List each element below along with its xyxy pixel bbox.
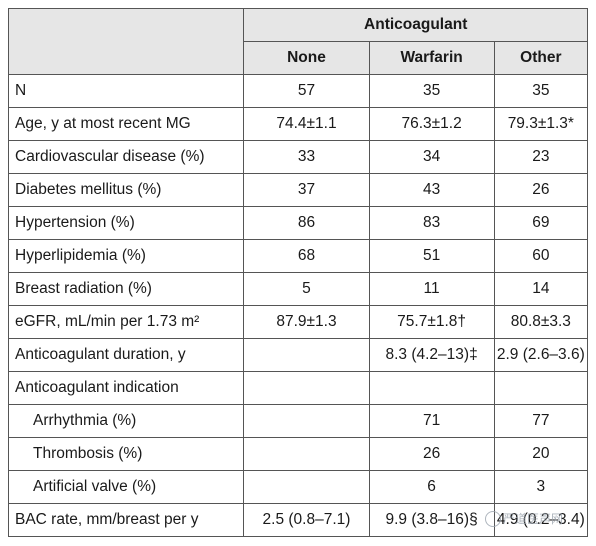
cell-other: 20 [493,437,589,471]
table-row: Breast radiation (%) 5 11 14 [7,272,589,306]
cell-none [243,338,370,372]
cell-none [243,470,370,504]
table-row: Thrombosis (%) 26 20 [7,437,589,471]
cell-warfarin: 43 [368,173,495,207]
group-header-row: Anticoagulant [7,8,588,75]
cell-none: 87.9±1.3 [243,305,370,339]
group-header: Anticoagulant [243,8,588,42]
corner-cell [7,8,245,75]
cell-none: 2.5 (0.8–7.1) [243,503,370,537]
wechat-icon [485,510,501,527]
data-table: Anticoagulant None Warfarin Other N 57 3… [7,8,589,537]
table-container: Anticoagulant None Warfarin Other N 57 3… [7,8,589,537]
cell-none [243,404,370,438]
cell-warfarin: 6 [368,470,495,504]
table-row: N 57 35 35 [7,74,589,108]
row-label: Anticoagulant duration, y [7,338,245,372]
cell-warfarin: 83 [368,206,495,240]
cell-other: 77 [493,404,589,438]
cell-other: 80.8±3.3 [493,305,589,339]
table-row: BAC rate, mm/breast per y 2.5 (0.8–7.1) … [7,503,589,537]
cell-warfarin: 76.3±1.2 [368,107,495,141]
table-body: N 57 35 35 Age, y at most recent MG 74.4… [7,74,589,537]
cell-warfarin: 8.3 (4.2–13)‡ [368,338,495,372]
column-header-row: None Warfarin Other [9,41,589,75]
cell-other: 23 [493,140,589,174]
table-row: Hypertension (%) 86 83 69 [7,206,589,240]
cell-other: 26 [493,173,589,207]
cell-other: 69 [493,206,589,240]
column-header-other: Other [493,41,589,75]
table-row: Artificial valve (%) 6 3 [7,470,589,504]
cell-warfarin: 9.9 (3.8–16)§ [368,503,495,537]
cell-other: 14 [493,272,589,306]
cell-none: 33 [243,140,370,174]
row-label: eGFR, mL/min per 1.73 m² [7,305,245,339]
table-row: Hyperlipidemia (%) 68 51 60 [7,239,589,273]
cell-warfarin [368,371,495,405]
cell-warfarin: 75.7±1.8† [368,305,495,339]
row-label: N [7,74,245,108]
cell-none: 68 [243,239,370,273]
table-row: eGFR, mL/min per 1.73 m² 87.9±1.3 75.7±1… [7,305,589,339]
cell-other: 79.3±1.3* [493,107,589,141]
watermark-text: 严道医声网 [503,512,564,526]
row-label: BAC rate, mm/breast per y [7,503,245,537]
row-label: Cardiovascular disease (%) [7,140,245,174]
row-label: Thrombosis (%) [7,437,245,471]
cell-warfarin: 34 [368,140,495,174]
cell-none [243,371,370,405]
cell-warfarin: 11 [368,272,495,306]
row-label: Age, y at most recent MG [7,107,245,141]
table-row: Arrhythmia (%) 71 77 [7,404,589,438]
cell-other: 35 [493,74,589,108]
cell-other: 3 [493,470,589,504]
row-label: Hyperlipidemia (%) [7,239,245,273]
row-label: Breast radiation (%) [7,272,245,306]
column-header-warfarin: Warfarin [368,41,495,75]
table-row: Cardiovascular disease (%) 33 34 23 [7,140,589,174]
cell-other: 4.9 (0.2–3.4) [493,503,589,537]
cell-none: 37 [243,173,370,207]
row-label: Anticoagulant indication [7,371,245,405]
cell-other: 2.9 (2.6–3.6) [493,338,589,372]
row-label: Artificial valve (%) [7,470,245,504]
cell-none: 74.4±1.1 [243,107,370,141]
cell-warfarin: 26 [368,437,495,471]
row-label: Hypertension (%) [7,206,245,240]
watermark: 严道医声网 [485,510,563,527]
cell-warfarin: 71 [368,404,495,438]
cell-none: 57 [243,74,370,108]
cell-none: 86 [243,206,370,240]
cell-none [243,437,370,471]
table-row: Age, y at most recent MG 74.4±1.1 76.3±1… [7,107,589,141]
column-header-none: None [243,41,370,75]
cell-warfarin: 35 [368,74,495,108]
cell-warfarin: 51 [368,239,495,273]
table-row: Anticoagulant duration, y 8.3 (4.2–13)‡ … [7,338,589,372]
row-label: Arrhythmia (%) [7,404,245,438]
cell-other: 60 [493,239,589,273]
cell-none: 5 [243,272,370,306]
table-row: Diabetes mellitus (%) 37 43 26 [7,173,589,207]
cell-other [493,371,589,405]
row-label: Diabetes mellitus (%) [7,173,245,207]
table-row: Anticoagulant indication [7,371,589,405]
